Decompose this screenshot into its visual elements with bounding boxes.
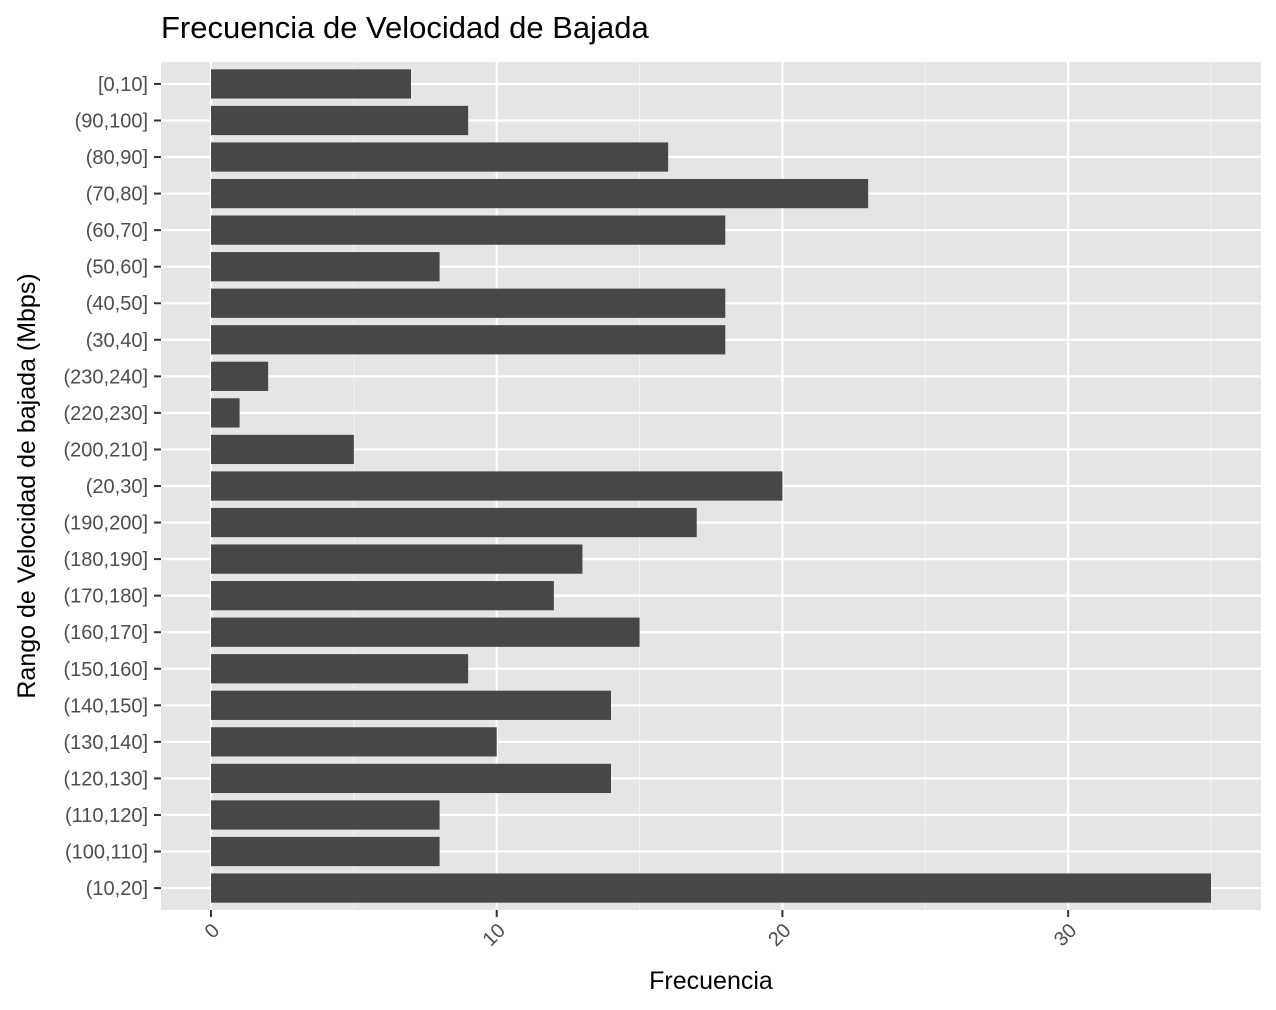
bar	[211, 654, 469, 684]
bar	[211, 361, 269, 391]
bar	[211, 142, 669, 172]
bar	[211, 690, 611, 720]
y-tick-label: (150,160]	[63, 659, 148, 681]
y-tick-label: (230,240]	[63, 366, 148, 388]
bar	[211, 69, 411, 99]
y-axis: [0,10] (90,100] (80,90] (70,80] (60,70] (50,6…	[63, 74, 161, 900]
y-tick-label: (20,30]	[86, 476, 148, 498]
y-tick-label: (190,200]	[63, 513, 148, 535]
bar	[211, 800, 440, 830]
bar	[211, 105, 469, 136]
y-tick-label: (10,20]	[86, 878, 148, 900]
bar	[211, 581, 554, 611]
bars	[211, 69, 1211, 903]
bar	[211, 288, 726, 318]
chart-title: Frecuencia de Velocidad de Bajada	[161, 10, 649, 45]
bar	[211, 544, 583, 574]
x-tick-label: 0	[201, 920, 224, 943]
bar	[211, 727, 497, 757]
bar	[211, 215, 726, 245]
x-axis: 0 10 20 30	[201, 910, 1081, 951]
y-tick-label: [0,10]	[98, 74, 148, 96]
y-tick-label: (40,50]	[86, 293, 148, 315]
y-tick-label: (110,120]	[65, 805, 148, 827]
x-tick-label: 10	[479, 920, 510, 951]
y-tick-label: (30,40]	[86, 330, 148, 352]
bar	[211, 836, 440, 867]
y-axis-title: Rango de Velocidad de bajada (Mbps)	[13, 273, 41, 698]
y-tick-label: (70,80]	[86, 184, 148, 206]
y-tick-label: (200,210]	[63, 439, 148, 461]
bar	[211, 471, 783, 501]
y-tick-label: (120,130]	[63, 768, 148, 790]
y-tick-label: (180,190]	[63, 549, 148, 571]
y-tick-label: (50,60]	[86, 257, 148, 279]
y-tick-label: (90,100]	[75, 110, 148, 132]
bar	[211, 873, 1211, 903]
y-tick-label: (220,230]	[63, 403, 148, 425]
x-tick-label: 20	[764, 920, 795, 951]
x-tick-label: 30	[1050, 920, 1081, 951]
bar	[211, 434, 354, 465]
y-tick-label: (130,140]	[63, 732, 148, 754]
bar	[211, 507, 697, 538]
bar	[211, 252, 440, 282]
y-tick-label: (170,180]	[63, 586, 148, 608]
y-tick-label: (160,170]	[63, 622, 148, 644]
bar	[211, 178, 869, 209]
y-tick-label: (140,150]	[63, 695, 148, 717]
y-tick-label: (80,90]	[86, 147, 148, 169]
bar	[211, 617, 640, 647]
y-tick-label: (100,110]	[65, 842, 148, 864]
bar	[211, 763, 611, 794]
bar	[211, 325, 726, 355]
y-tick-label: (60,70]	[86, 220, 148, 242]
x-axis-title: Frecuencia	[649, 967, 773, 995]
bar	[211, 398, 240, 428]
